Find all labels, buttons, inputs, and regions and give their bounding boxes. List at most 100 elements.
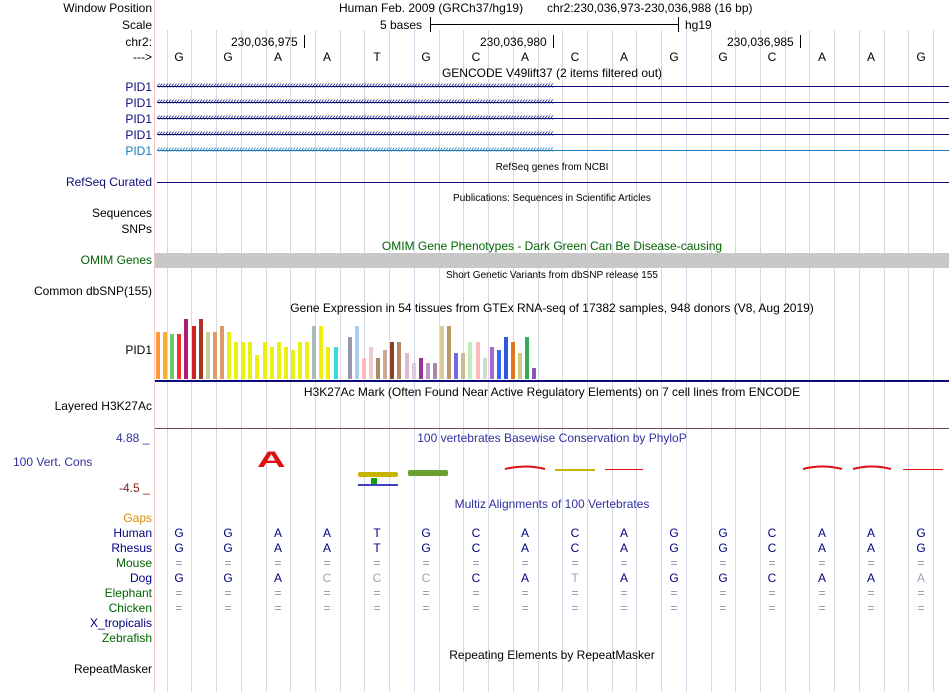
conservation-max-label: 4.88 _ bbox=[116, 431, 150, 445]
grid-line bbox=[587, 30, 588, 692]
grid-line bbox=[760, 30, 761, 692]
gtex-bar[interactable] bbox=[496, 350, 501, 379]
gtex-bar[interactable] bbox=[276, 342, 281, 379]
gtex-bar[interactable] bbox=[369, 347, 373, 379]
species-label[interactable]: X_tropicalis bbox=[89, 616, 152, 630]
omim-genes-label[interactable]: OMIM Genes bbox=[80, 253, 152, 267]
gencode-item-label[interactable]: PID1 bbox=[125, 144, 152, 158]
gtex-bar[interactable] bbox=[468, 342, 473, 379]
gtex-bar[interactable] bbox=[397, 342, 402, 379]
sequences-label[interactable]: Sequences bbox=[91, 206, 152, 220]
gtex-bar[interactable] bbox=[177, 334, 182, 379]
gtex-bar[interactable] bbox=[525, 337, 530, 379]
gtex-bar[interactable] bbox=[269, 347, 274, 379]
gtex-bar[interactable] bbox=[454, 353, 459, 379]
gtex-bar[interactable] bbox=[205, 332, 210, 379]
gtex-bar[interactable] bbox=[283, 347, 288, 379]
gtex-bar[interactable] bbox=[290, 350, 295, 379]
aligned-base: G bbox=[669, 526, 679, 540]
species-label[interactable]: Chicken bbox=[108, 601, 152, 615]
gtex-bar[interactable] bbox=[461, 353, 466, 379]
gtex-gene-label[interactable]: PID1 bbox=[125, 343, 152, 357]
gtex-bar[interactable] bbox=[191, 326, 196, 379]
gtex-bar[interactable] bbox=[184, 319, 189, 379]
gtex-bar[interactable] bbox=[404, 353, 409, 379]
gtex-bar[interactable] bbox=[503, 337, 508, 379]
gencode-gene-model[interactable]: ‹‹‹‹‹‹‹‹‹‹‹‹‹‹‹‹‹‹‹‹‹‹‹‹‹‹‹‹‹‹‹‹‹‹‹‹‹‹‹‹… bbox=[157, 146, 949, 156]
gtex-bar[interactable] bbox=[319, 326, 324, 379]
gtex-bar[interactable] bbox=[518, 353, 523, 379]
common-dbsnp-label[interactable]: Common dbSNP(155) bbox=[33, 284, 152, 298]
aligned-base: C bbox=[372, 571, 382, 585]
gtex-bar[interactable] bbox=[156, 332, 160, 379]
gencode-gene-model[interactable]: ‹‹‹‹‹‹‹‹‹‹‹‹‹‹‹‹‹‹‹‹‹‹‹‹‹‹‹‹‹‹‹‹‹‹‹‹‹‹‹‹… bbox=[157, 98, 949, 108]
gtex-bar[interactable] bbox=[340, 337, 345, 379]
gtex-bar[interactable] bbox=[532, 368, 537, 379]
aligned-base: = bbox=[670, 586, 678, 600]
gtex-bar[interactable] bbox=[234, 342, 239, 379]
species-label[interactable]: Human bbox=[113, 526, 152, 540]
gtex-bar[interactable] bbox=[255, 355, 260, 379]
gencode-gene-model[interactable]: ‹‹‹‹‹‹‹‹‹‹‹‹‹‹‹‹‹‹‹‹‹‹‹‹‹‹‹‹‹‹‹‹‹‹‹‹‹‹‹‹… bbox=[157, 130, 949, 140]
aligned-base: = bbox=[422, 586, 430, 600]
gtex-bar[interactable] bbox=[432, 363, 437, 379]
gtex-bar[interactable] bbox=[248, 342, 253, 379]
gtex-bar[interactable] bbox=[326, 347, 331, 379]
gtex-bar[interactable] bbox=[333, 347, 338, 379]
gtex-bar[interactable] bbox=[305, 342, 310, 379]
gencode-item-label[interactable]: PID1 bbox=[125, 128, 152, 142]
snps-label[interactable]: SNPs bbox=[121, 222, 152, 236]
conservation-label[interactable]: 100 Vert. Cons bbox=[13, 455, 93, 469]
gtex-bar[interactable] bbox=[482, 358, 487, 379]
aligned-base: G bbox=[916, 541, 926, 555]
gencode-gene-model[interactable]: ‹‹‹‹‹‹‹‹‹‹‹‹‹‹‹‹‹‹‹‹‹‹‹‹‹‹‹‹‹‹‹‹‹‹‹‹‹‹‹‹… bbox=[157, 82, 949, 92]
layered-h3k27ac-label[interactable]: Layered H3K27Ac bbox=[54, 399, 152, 413]
sequence-base: G bbox=[718, 50, 728, 64]
gencode-item-label[interactable]: PID1 bbox=[125, 96, 152, 110]
gtex-bar[interactable] bbox=[241, 342, 246, 379]
species-label[interactable]: Zebrafish bbox=[101, 631, 152, 645]
gtex-bar-chart[interactable] bbox=[155, 316, 555, 379]
gtex-bar[interactable] bbox=[489, 347, 494, 379]
gtex-bar[interactable] bbox=[298, 342, 302, 379]
gtex-bar[interactable] bbox=[262, 342, 267, 379]
species-label[interactable]: Mouse bbox=[115, 556, 152, 570]
dbsnp-track-title: Short Genetic Variants from dbSNP releas… bbox=[446, 270, 658, 281]
aligned-base: = bbox=[422, 556, 430, 570]
gencode-item-label[interactable]: PID1 bbox=[125, 112, 152, 126]
aligned-base: = bbox=[521, 601, 529, 615]
gtex-bar[interactable] bbox=[475, 342, 480, 379]
refseq-curated-label[interactable]: RefSeq Curated bbox=[65, 175, 152, 189]
omim-gene-bar[interactable] bbox=[155, 253, 949, 268]
species-label[interactable]: Rhesus bbox=[111, 541, 152, 555]
gtex-bar[interactable] bbox=[447, 326, 452, 379]
gtex-bar[interactable] bbox=[212, 332, 217, 379]
gtex-bar[interactable] bbox=[390, 342, 395, 379]
gtex-bar[interactable] bbox=[440, 326, 444, 379]
gtex-bar[interactable] bbox=[354, 326, 359, 379]
species-label[interactable]: Dog bbox=[129, 571, 152, 585]
species-label[interactable]: Elephant bbox=[104, 586, 152, 600]
aligned-base: = bbox=[373, 556, 381, 570]
gtex-bar[interactable] bbox=[425, 363, 430, 379]
gtex-bar[interactable] bbox=[219, 326, 224, 379]
gtex-bar[interactable] bbox=[511, 342, 515, 379]
gtex-bar[interactable] bbox=[198, 319, 203, 379]
gtex-bar[interactable] bbox=[361, 358, 366, 379]
aligned-base: = bbox=[571, 556, 579, 570]
gtex-bar[interactable] bbox=[411, 363, 416, 379]
gtex-bar[interactable] bbox=[418, 358, 423, 379]
gaps-label[interactable]: Gaps bbox=[123, 511, 152, 525]
gtex-bar[interactable] bbox=[163, 332, 168, 379]
gtex-bar[interactable] bbox=[383, 350, 388, 379]
position-label[interactable]: chr2:230,036,973-230,036,988 (16 bp) bbox=[547, 1, 753, 15]
gencode-gene-model[interactable]: ‹‹‹‹‹‹‹‹‹‹‹‹‹‹‹‹‹‹‹‹‹‹‹‹‹‹‹‹‹‹‹‹‹‹‹‹‹‹‹‹… bbox=[157, 114, 949, 124]
gtex-bar[interactable] bbox=[227, 332, 231, 379]
gtex-bar[interactable] bbox=[347, 337, 352, 379]
gtex-bar[interactable] bbox=[170, 334, 175, 379]
gtex-bar[interactable] bbox=[376, 358, 381, 379]
grid-line bbox=[834, 30, 835, 692]
gencode-item-label[interactable]: PID1 bbox=[125, 80, 152, 94]
repeatmasker-label[interactable]: RepeatMasker bbox=[73, 662, 152, 676]
gtex-bar[interactable] bbox=[312, 326, 317, 379]
